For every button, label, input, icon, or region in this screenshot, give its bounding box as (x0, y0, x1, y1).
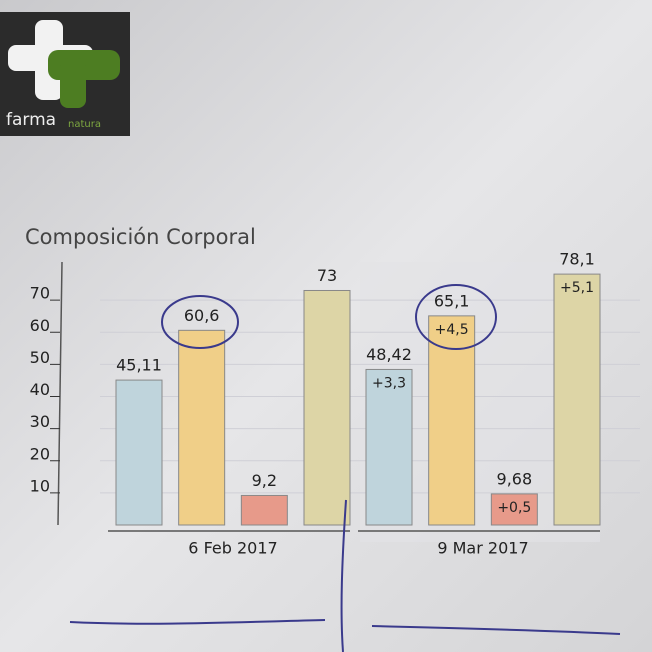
bar (178, 329, 226, 526)
change-label: +4,5 (435, 322, 469, 338)
bar (303, 289, 351, 526)
logo-text: natura (68, 119, 101, 130)
bar (115, 379, 163, 526)
value-label: 78,1 (559, 250, 595, 269)
value-label: 9,2 (252, 471, 277, 490)
bar (490, 493, 538, 526)
change-label: +3,3 (372, 375, 406, 391)
x-tick-label: 9 Mar 2017 (437, 539, 528, 558)
value-label: 73 (317, 266, 337, 285)
value-label: 48,42 (366, 345, 412, 364)
logo-text: farma (6, 110, 56, 130)
value-label: 9,68 (497, 469, 533, 488)
x-tick-label: 6 Feb 2017 (188, 539, 277, 558)
y-tick-label: 50 (30, 348, 50, 367)
hand-line (371, 625, 621, 635)
hand-circle (415, 284, 497, 350)
bar (428, 315, 476, 526)
bar (365, 368, 413, 526)
chart-title: Composición Corporal (25, 225, 256, 249)
handwriting (69, 284, 621, 652)
logo-leaf (60, 58, 86, 108)
y-axis (57, 261, 63, 526)
y-tick-label: 40 (30, 380, 50, 399)
value-label: 60,6 (184, 306, 220, 325)
logo: farma natura (0, 12, 130, 136)
y-tick-label: 20 (30, 444, 50, 463)
y-tick-label: 10 (30, 476, 50, 495)
hand-circle (161, 295, 239, 349)
y-tick-label: 60 (30, 316, 50, 335)
y-tick-label: 30 (30, 412, 50, 431)
bar (240, 494, 288, 526)
value-label: 65,1 (434, 291, 470, 310)
change-label: +0,5 (497, 500, 531, 516)
hand-line (340, 499, 347, 652)
value-label: 45,11 (116, 356, 162, 375)
change-label: +5,1 (560, 280, 594, 296)
y-tick-label: 70 (30, 284, 50, 303)
hand-line (69, 619, 326, 625)
plot: 10 20 30 40 50 60 70 6 Feb 2017 45,11 60,6 9,2 73 9 … (30, 250, 640, 558)
bar (553, 273, 601, 526)
